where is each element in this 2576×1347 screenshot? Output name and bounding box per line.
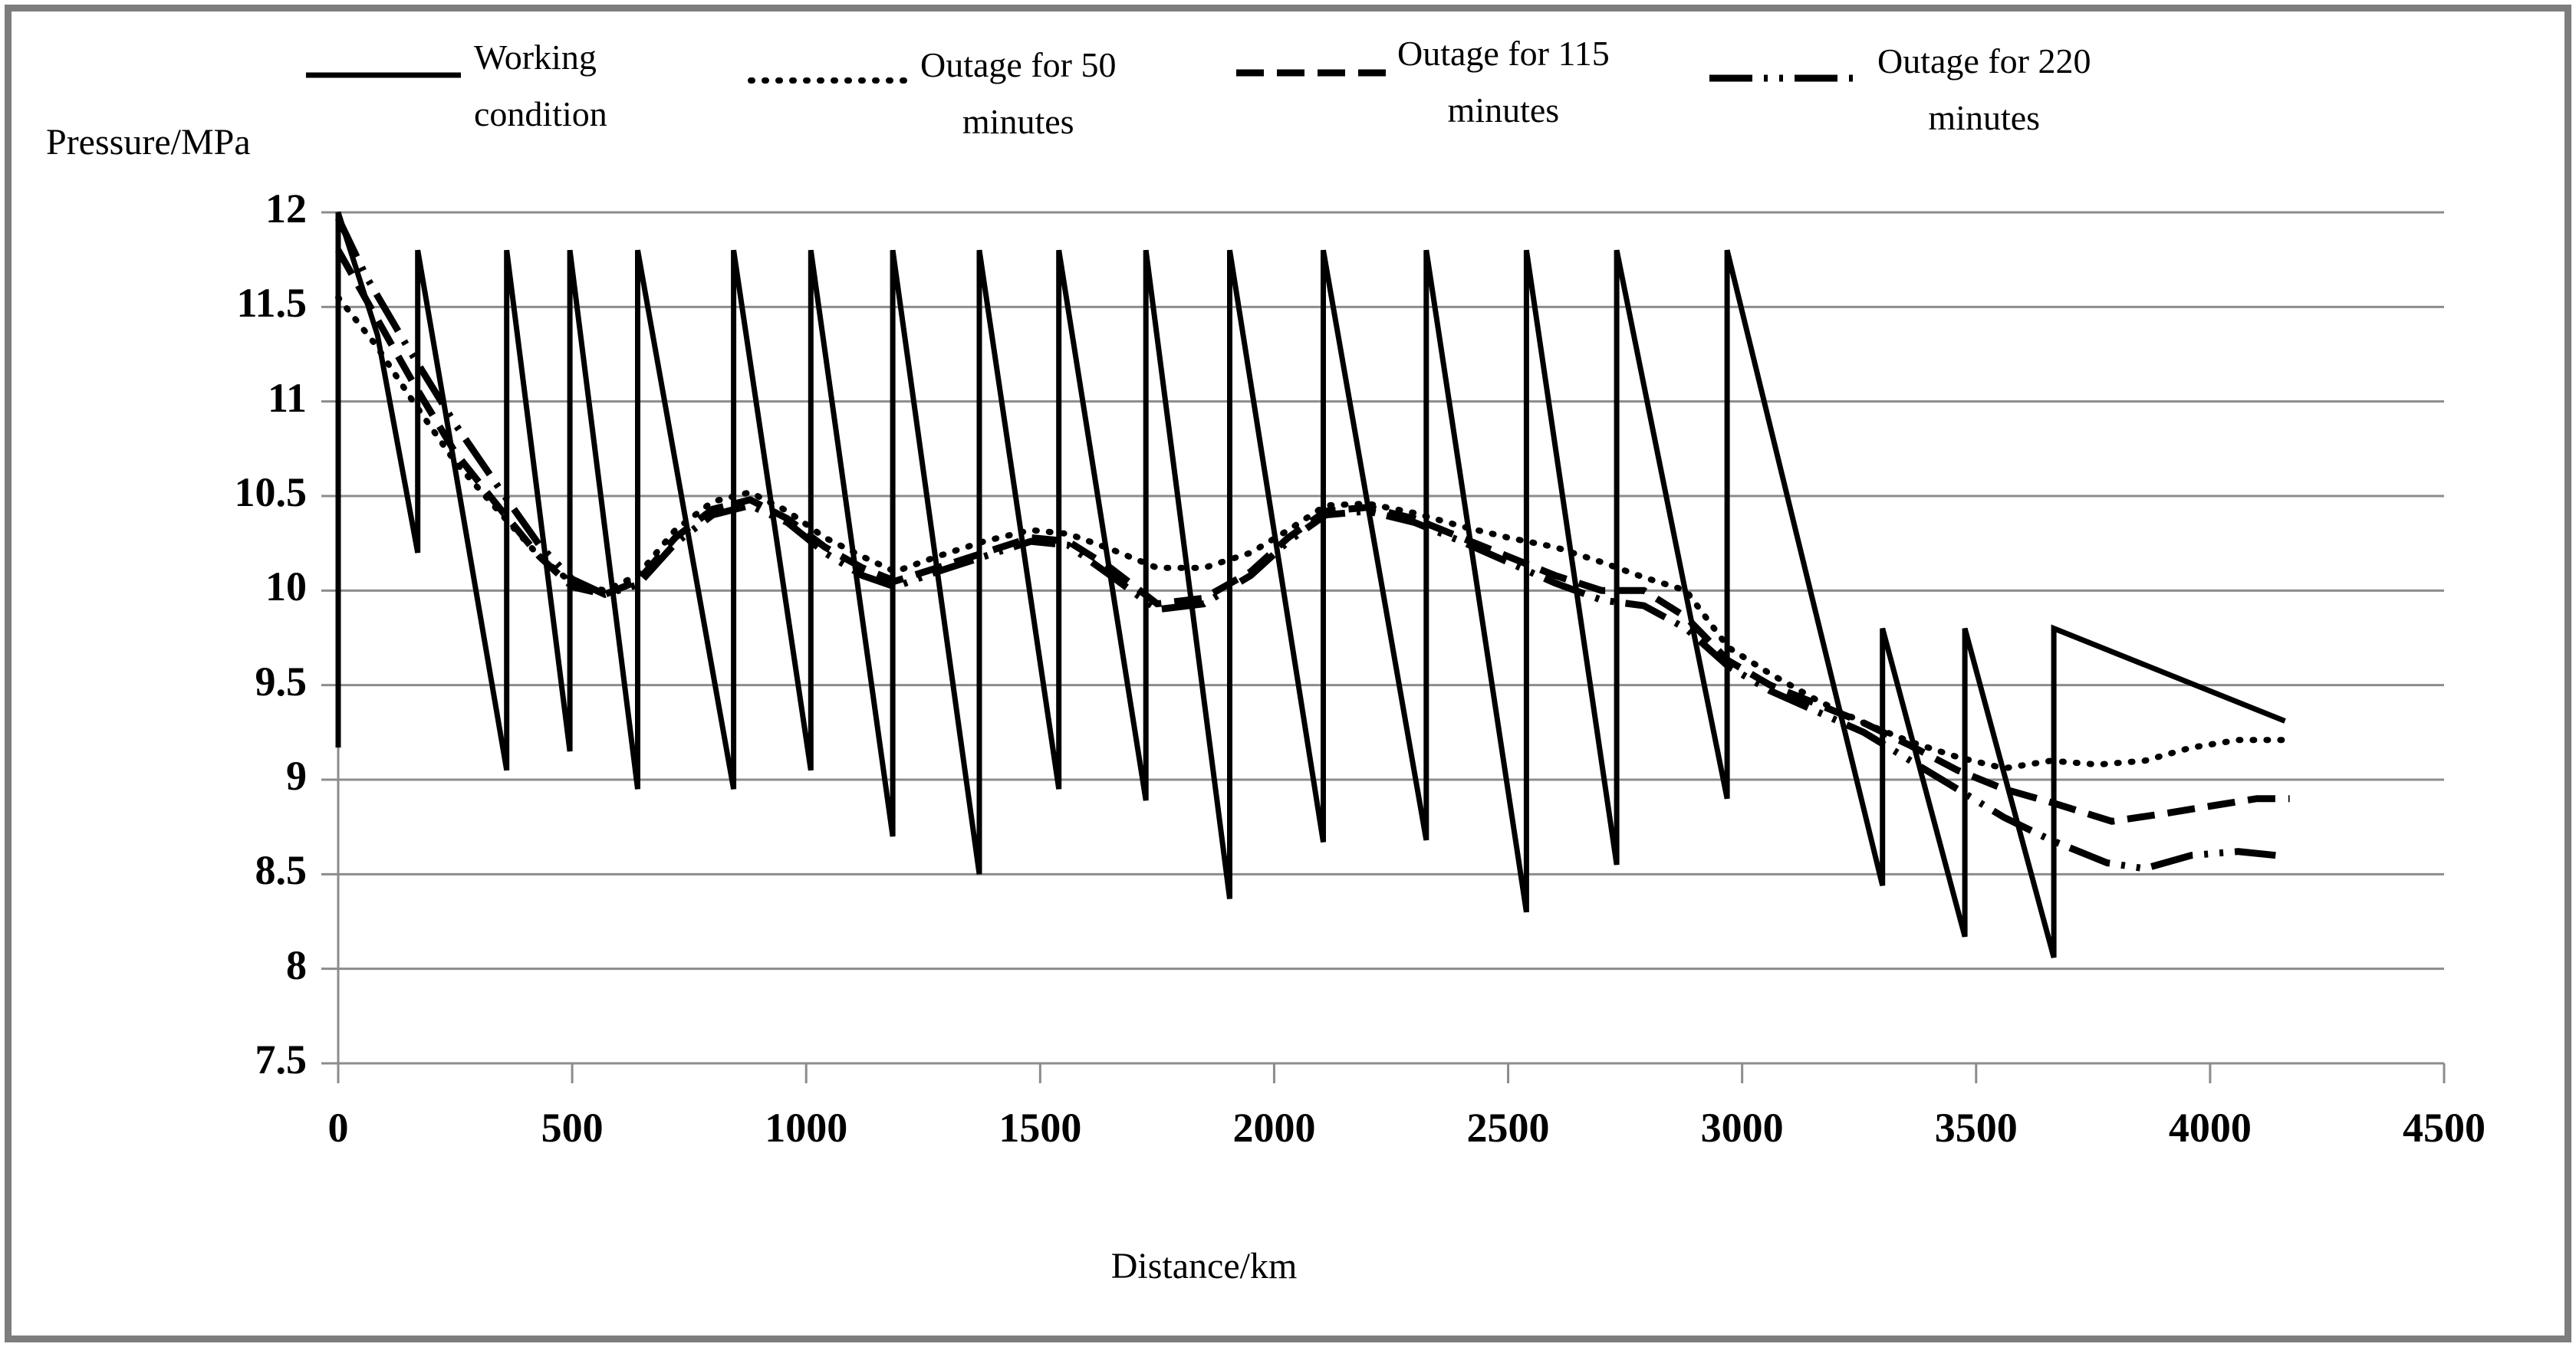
- x-tick-label-4000: 4000: [2168, 1105, 2252, 1151]
- legend-marker-dashed-icon: [1233, 64, 1394, 82]
- y-tick-label-7.5: 7.5: [255, 1037, 308, 1083]
- series-solid: [335, 211, 2286, 958]
- y-tick-label-9.5: 9.5: [255, 658, 308, 705]
- x-tick-label-2500: 2500: [1466, 1105, 1550, 1151]
- series-dashdot: [334, 216, 2276, 872]
- y-tick-label-8.5: 8.5: [255, 847, 308, 894]
- y-tick-label-10: 10: [265, 563, 307, 610]
- legend-marker-dashdot-icon: [1706, 69, 1867, 87]
- x-tick-label-4500: 4500: [2403, 1105, 2486, 1151]
- legend-label-3: Outage for 115 minutes: [1397, 25, 1610, 139]
- y-tick-label-11.5: 11.5: [236, 280, 307, 327]
- legend-marker-dotted-icon: [748, 71, 909, 90]
- legend-label-line2: minutes: [1928, 98, 2041, 137]
- y-tick-label-10.5: 10.5: [234, 469, 308, 515]
- legend-label-4: Outage for 220 minutes: [1877, 33, 2091, 146]
- x-tick-label-500: 500: [541, 1105, 604, 1151]
- legend-label-1: Working condition: [474, 29, 627, 143]
- legend-label-line1: Outage for 50: [920, 45, 1117, 84]
- legend-marker-solid-icon: [303, 66, 464, 84]
- y-tick-label-9: 9: [286, 753, 307, 799]
- series-dotted: [335, 294, 2293, 772]
- x-tick-label-1000: 1000: [765, 1105, 848, 1151]
- legend-label-2: Outage for 50 minutes: [920, 37, 1116, 150]
- legend-label-line1: Outage for 220: [1877, 41, 2091, 80]
- legend-label-line1: Working: [474, 38, 597, 77]
- legend-label-line2: condition: [474, 94, 607, 133]
- x-tick-label-0: 0: [327, 1105, 349, 1151]
- x-tick-label-2000: 2000: [1232, 1105, 1316, 1151]
- legend-label-line2: minutes: [962, 102, 1074, 141]
- y-tick-label-11: 11: [267, 374, 307, 421]
- y-tick-label-12: 12: [265, 186, 307, 232]
- legend-label-line2: minutes: [1447, 90, 1560, 130]
- y-tick-label-8: 8: [286, 941, 307, 988]
- x-tick-label-3500: 3500: [1934, 1105, 2018, 1151]
- x-axis-title: Distance/km: [1110, 1246, 1298, 1286]
- y-axis-title: Pressure/MPa: [46, 122, 251, 163]
- x-tick-label-3000: 3000: [1700, 1105, 1784, 1151]
- x-tick-label-1500: 1500: [998, 1105, 1082, 1151]
- legend-label-line1: Outage for 115: [1397, 34, 1610, 73]
